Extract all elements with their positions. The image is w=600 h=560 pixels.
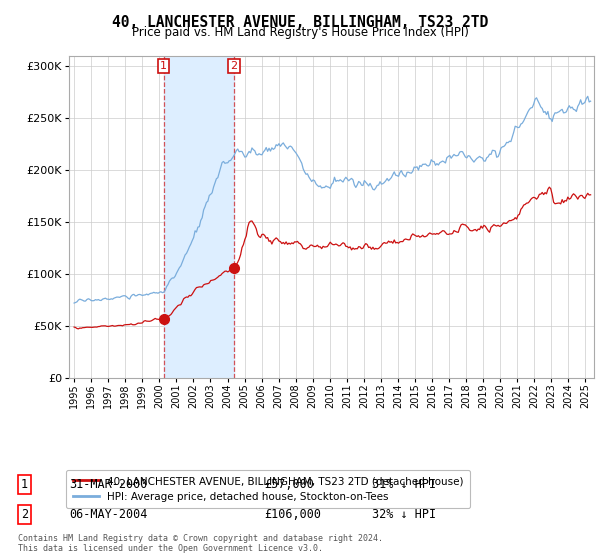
Text: 31% ↓ HPI: 31% ↓ HPI [372,478,436,491]
Text: 31-MAR-2000: 31-MAR-2000 [69,478,148,491]
Text: 1: 1 [21,478,28,491]
Text: 06-MAY-2004: 06-MAY-2004 [69,507,148,521]
Text: 32% ↓ HPI: 32% ↓ HPI [372,507,436,521]
Text: 40, LANCHESTER AVENUE, BILLINGHAM, TS23 2TD: 40, LANCHESTER AVENUE, BILLINGHAM, TS23 … [112,15,488,30]
Text: 2: 2 [230,61,238,71]
Legend: 40, LANCHESTER AVENUE, BILLINGHAM, TS23 2TD (detached house), HPI: Average price: 40, LANCHESTER AVENUE, BILLINGHAM, TS23 … [67,470,470,508]
Text: 2: 2 [21,507,28,521]
Text: Contains HM Land Registry data © Crown copyright and database right 2024.
This d: Contains HM Land Registry data © Crown c… [18,534,383,553]
Text: 1: 1 [160,61,167,71]
Text: £57,000: £57,000 [264,478,314,491]
Text: Price paid vs. HM Land Registry's House Price Index (HPI): Price paid vs. HM Land Registry's House … [131,26,469,39]
Text: £106,000: £106,000 [264,507,321,521]
Bar [164,56,234,378]
